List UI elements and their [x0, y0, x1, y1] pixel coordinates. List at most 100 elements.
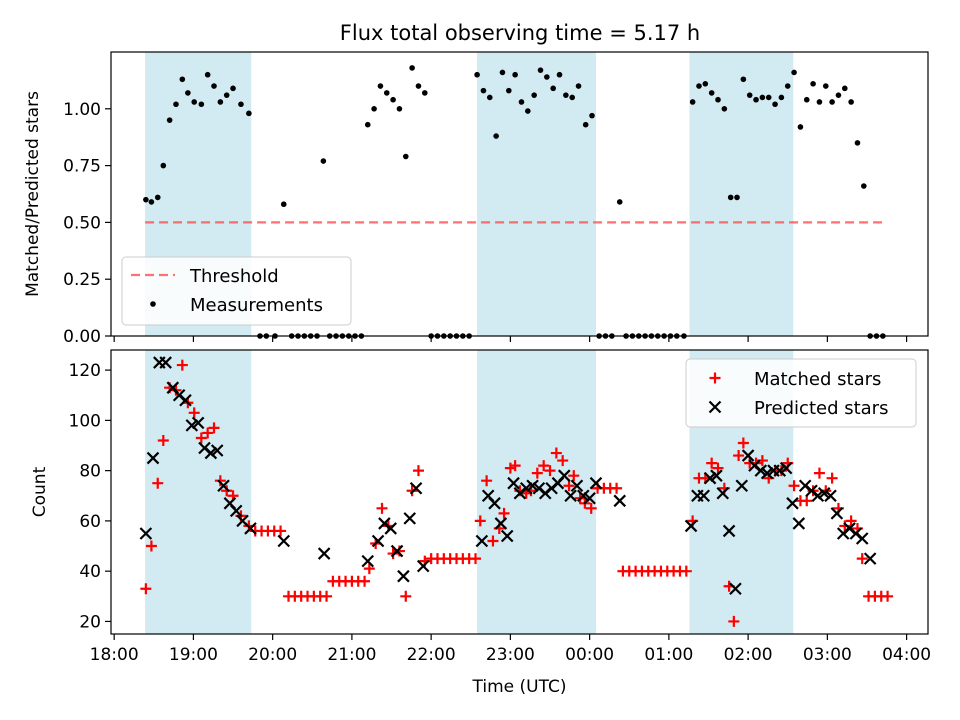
matched-star-point — [845, 515, 857, 527]
x-tick-label: 01:00 — [644, 645, 693, 665]
measurement-point — [556, 71, 563, 78]
measurement-point — [689, 99, 696, 105]
measurement-point — [518, 99, 525, 105]
y-tick-label: 20 — [79, 612, 101, 632]
legend-box — [685, 358, 917, 428]
matched-star-point — [412, 465, 424, 477]
predicted-star-point — [500, 529, 514, 543]
predicted-star-point — [475, 534, 489, 548]
measurement-point — [582, 121, 589, 128]
measurement-point — [589, 112, 595, 119]
predicted-star-point — [139, 527, 153, 540]
matched-star-point — [680, 565, 692, 577]
measurement-point — [569, 94, 575, 101]
matched-star-point — [321, 590, 333, 602]
legend-threshold-label: Threshold — [189, 266, 279, 287]
predicted-star-point — [830, 507, 844, 520]
matched-star-point — [470, 553, 482, 565]
matched-star-point — [176, 359, 188, 371]
measurement-point — [740, 76, 747, 83]
measurement-point — [721, 106, 728, 112]
matched-star-point — [275, 525, 287, 537]
matched-star-point — [550, 447, 562, 459]
predicted-star-point — [494, 517, 508, 530]
legend-predicted-label: Predicted stars — [754, 398, 888, 419]
predicted-star-point — [684, 519, 698, 533]
measurement-point — [563, 92, 569, 98]
matched-star-point — [195, 432, 207, 444]
measurement-point — [525, 108, 531, 114]
matched-star-point — [733, 450, 745, 462]
predicted-star-point — [217, 479, 230, 492]
predicted-star-point — [557, 469, 571, 482]
matched-star-point — [487, 535, 499, 547]
matched-star-point — [585, 502, 597, 514]
legend-predicted-swatch — [708, 400, 722, 414]
measurement-point — [550, 85, 556, 92]
measurement-point — [166, 117, 173, 123]
plot-frame — [110, 349, 929, 635]
x-tick-label: 03:00 — [803, 645, 852, 665]
measurement-point — [211, 83, 217, 89]
count-panel: 20 40 60 80 100 120 18:00 19:00 20:00 21:00 22:00… — [30, 349, 931, 697]
predicted-star-point — [409, 481, 423, 495]
legend-measurement-label: Measurements — [190, 295, 323, 316]
measurement-point — [185, 90, 191, 96]
matched-star-point — [563, 480, 575, 492]
matched-star-point — [363, 563, 375, 575]
matched-star-point — [376, 502, 388, 514]
predicted-star-point — [710, 469, 723, 482]
matched-star-point — [498, 507, 510, 519]
matched-star-point — [788, 480, 800, 492]
measurement-point — [383, 90, 390, 96]
legend: Threshold Measurements — [121, 256, 352, 326]
measurement-point — [797, 124, 804, 130]
measurement-point — [230, 85, 236, 92]
predicted-star-point — [179, 393, 192, 407]
y-tick-label: 40 — [79, 562, 101, 582]
measurement-point — [753, 96, 759, 103]
matched-star-point — [801, 495, 813, 507]
measurement-point — [715, 96, 721, 103]
matched-star-point — [188, 407, 200, 419]
ratio-panel: 0.00 0.25 0.50 0.75 1.00 Matched/Predicted s… — [23, 51, 929, 347]
x-tick-label: 18:00 — [90, 645, 139, 665]
matched-star-point — [712, 462, 724, 474]
predicted-star-point — [779, 461, 793, 475]
matched-star-point — [202, 427, 214, 439]
measurement-point — [371, 106, 377, 112]
predicted-star-point — [722, 524, 736, 538]
predicted-star-point — [229, 504, 243, 518]
measurement-point — [499, 69, 506, 76]
measurement-point — [148, 199, 155, 205]
matched-star-point — [856, 553, 868, 565]
measurement-point — [506, 87, 512, 94]
predicted-star-point — [786, 497, 799, 510]
matched-star-point — [557, 455, 569, 467]
measurement-point — [861, 183, 867, 189]
observing-window — [689, 52, 794, 336]
measurement-point — [854, 140, 861, 146]
measurement-point — [160, 162, 167, 169]
measurement-point — [765, 94, 772, 101]
matched-star-point — [157, 434, 169, 446]
matched-star-point — [568, 470, 580, 482]
observing-window — [145, 350, 252, 634]
measurement-point — [848, 99, 854, 105]
measurement-point — [390, 96, 396, 103]
predicted-star-point — [716, 486, 730, 500]
legend-measurement-swatch — [150, 301, 156, 307]
predicted-star-point — [564, 489, 577, 503]
measurement-point — [280, 201, 287, 208]
y-tick-label: 0.50 — [63, 213, 101, 233]
measurement-point — [544, 74, 550, 80]
measurement-point — [702, 81, 709, 87]
y-tick-label: 1.00 — [63, 100, 101, 120]
predicted-star-point — [613, 494, 627, 508]
predicted-star-point — [191, 416, 205, 430]
matched-star-point — [208, 422, 220, 434]
measurement-point — [791, 69, 797, 76]
measurement-point — [179, 76, 186, 83]
plot-frame — [110, 51, 929, 337]
x-ticks — [113, 336, 908, 342]
